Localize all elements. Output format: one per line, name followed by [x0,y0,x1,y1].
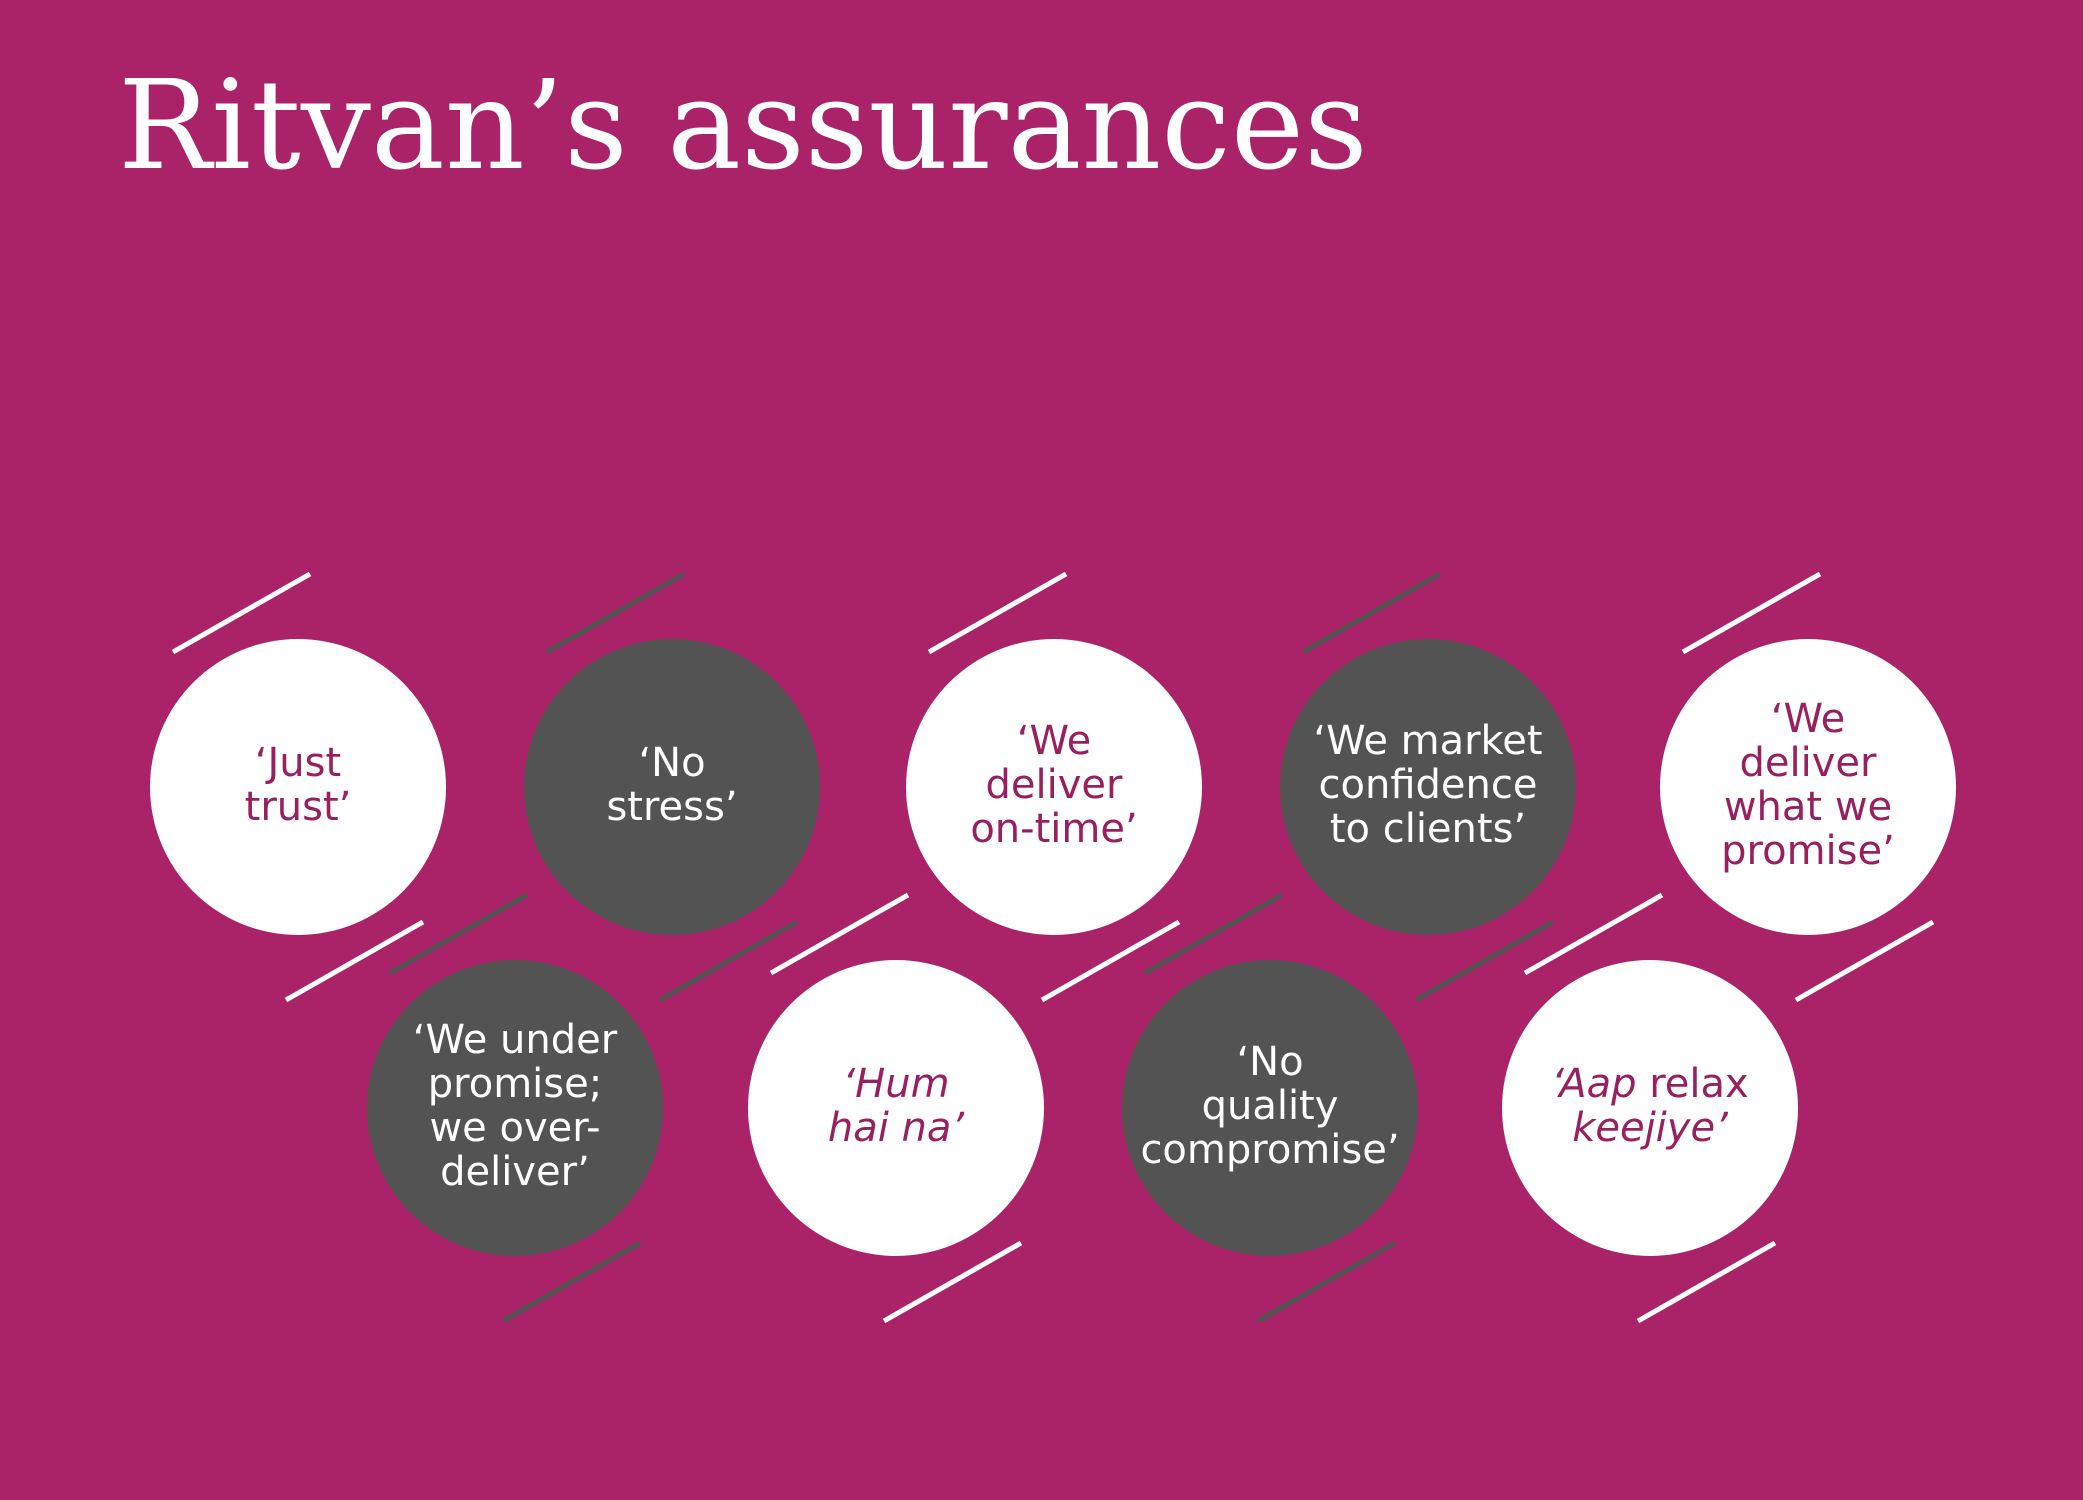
connector-6 [388,892,642,1324]
assurance-text-run: relax [1649,1061,1748,1107]
connector-upper-stroke [1681,571,1822,655]
assurance-text: ‘We deliver what we promise’ [1721,696,1895,874]
assurance-text-line: quality [1202,1083,1339,1129]
assurance-text-line: what we [1724,784,1892,830]
dark-circle [1122,960,1418,1256]
connector-lower-stroke [882,1240,1023,1324]
assurance-text-line: ‘We [1017,718,1092,764]
white-circle [748,960,1044,1256]
assurance-text-line: hai na’ [828,1105,966,1151]
white-circle [906,639,1202,935]
connector-upper-stroke [1143,892,1284,976]
assurance-text: ‘No quality compromise’ [1140,1039,1399,1173]
assurance-text-line: ‘No [638,740,705,786]
slide-title: Ritvan’s assurances [118,54,1368,198]
assurance-text-line: deliver [1740,740,1878,786]
connector-1 [171,571,425,1003]
assurance-text-line: on-time’ [970,806,1137,852]
assurance-text-line: promise’ [1721,828,1895,874]
assurance-text-line: ‘No [1236,1039,1303,1085]
assurance-text-line: keejiye’ [1572,1105,1729,1151]
connector-upper-stroke [545,571,686,655]
assurance-text-run: keejiye’ [1572,1105,1729,1151]
white-circle [150,639,446,935]
assurance-text-line: ‘We [1771,696,1846,742]
assurance-text: ‘We deliver on-time’ [970,718,1137,852]
connector-upper-stroke [171,571,312,655]
connector-lower-stroke [1256,1240,1397,1324]
assurance-text-line: trust’ [245,784,352,830]
assurance-text-line: compromise’ [1140,1127,1399,1173]
assurance-text-line: ‘Just [255,740,341,786]
assurance-circle-3: ‘We deliver on-time’ [906,639,1202,935]
connector-upper-stroke [1301,571,1442,655]
connector-upper-stroke [388,892,529,976]
assurance-circle-4: ‘We market confidence to clients’ [1280,639,1576,935]
assurance-text-line: deliver’ [440,1149,590,1195]
connector-lower-stroke [1040,919,1181,1003]
connector-upper-stroke [1523,892,1664,976]
assurance-text: ‘Hum hai na’ [828,1061,966,1151]
white-circle [1660,639,1956,935]
connector-lower-stroke [1636,1240,1777,1324]
assurance-text: ‘No stress’ [606,740,737,830]
dark-circle [367,960,663,1256]
connector-lower-stroke [501,1240,642,1324]
connector-7 [769,892,1023,1324]
assurance-circle-8: ‘No quality compromise’ [1122,960,1418,1256]
connector-lower-stroke [1794,919,1935,1003]
assurance-text-line: ‘We market [1313,718,1542,764]
connector-upper-stroke [769,892,910,976]
connector-lower-stroke [284,919,425,1003]
connector-9 [1523,892,1777,1324]
assurance-text-line: ‘Hum [842,1061,949,1107]
connector-lower-stroke [1414,919,1555,1003]
assurance-text-line: stress’ [606,784,737,830]
assurance-text: ‘We under promise; we over-deliver’ [413,1017,618,1195]
assurance-text-line: ‘We under [413,1017,618,1063]
assurance-text-line: confidence [1319,762,1538,808]
assurance-circle-5: ‘We deliver what we promise’ [1660,639,1956,935]
assurance-text-line: promise; [428,1061,602,1107]
assurance-text: ‘We market confidence to clients’ [1313,718,1542,852]
assurance-circle-6: ‘We under promise; we over-deliver’ [367,960,663,1256]
assurance-text: ‘Just trust’ [245,740,352,830]
assurance-circle-1: ‘Just trust’ [150,639,446,935]
assurance-circle-7: ‘Hum hai na’ [748,960,1044,1256]
assurance-text: ‘Aap relax keejiye’ [1551,1061,1748,1151]
assurance-text-line: deliver [986,762,1124,808]
dark-circle [524,639,820,935]
assurance-circle-9: ‘Aap relax keejiye’ [1502,960,1798,1256]
connector-2 [545,571,799,1003]
white-circle [1502,960,1798,1256]
connector-upper-stroke [927,571,1068,655]
assurance-circle-2: ‘No stress’ [524,639,820,935]
assurance-text-run [1637,1061,1650,1107]
connector-3 [927,571,1181,1003]
dark-circle [1280,639,1576,935]
assurance-text-run: ‘Aap [1551,1061,1636,1107]
connector-4 [1301,571,1555,1003]
assurance-text-line: ‘Aap relax [1551,1061,1748,1107]
assurance-text-line: to clients’ [1330,806,1526,852]
connector-5 [1681,571,1935,1003]
assurance-text-line: we over- [429,1105,600,1151]
connector-lower-stroke [658,919,799,1003]
connector-8 [1143,892,1397,1324]
